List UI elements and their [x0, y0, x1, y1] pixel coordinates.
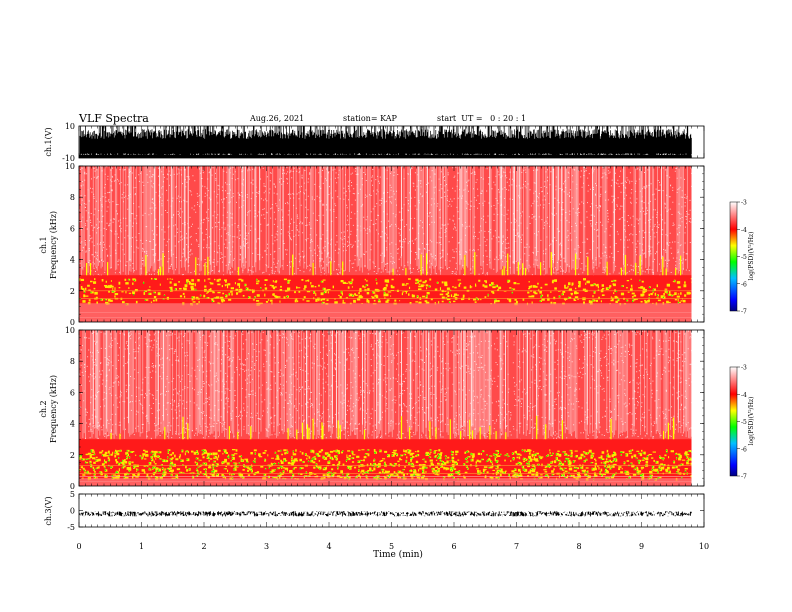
ch3-waveform-panel [79, 511, 692, 517]
chart-title: VLF Spectra [79, 112, 149, 125]
y-tick-label: 5 [70, 490, 75, 499]
colorbar-tick-label: -7 [741, 474, 747, 481]
y-tick-label: 6 [70, 388, 75, 397]
colorbar-tick-label: -4 [741, 392, 747, 399]
y-tick-label: 0 [70, 507, 75, 516]
x-tick-label: 3 [264, 542, 269, 551]
y-tick-label: 2 [70, 451, 75, 460]
date-label: Aug.26, 2021 [250, 114, 305, 123]
spectrogram-yellow-patches [79, 449, 695, 481]
spectrogram-low-strip [79, 303, 692, 322]
y-tick-label: 0 [70, 482, 75, 491]
x-tick-label: 7 [514, 542, 519, 551]
spectrogram-speckle [79, 330, 693, 441]
colorbar-tick-label: -3 [741, 200, 747, 207]
x-tick-label: 10 [699, 542, 709, 551]
colorbar-tick-label: -6 [741, 446, 747, 453]
spectrogram-low-strip [79, 478, 692, 486]
ch1-spec-ylabel-2: Frequency (kHz) [49, 211, 58, 279]
ch1-spec-ylabel-1: ch.1 [39, 236, 48, 253]
ch2-spectrogram-panel [78, 330, 704, 486]
y-tick-label: 2 [70, 287, 75, 296]
ch2-colorbar-label: log(PSD)(V²/Hz) [748, 397, 755, 446]
spectrogram-bursts [86, 252, 682, 276]
colorbar-tick-label: -3 [741, 365, 747, 372]
ch1-spectrogram-panel [79, 166, 704, 322]
ch3-waveform-trace [79, 511, 692, 517]
station-label: station= KAP [343, 114, 397, 123]
spectrogram-speckle [79, 166, 693, 277]
y-tick-label: 8 [70, 357, 75, 366]
colorbar-tick-label: -6 [741, 281, 747, 288]
x-tick-label: 6 [451, 542, 456, 551]
y-tick-label: 8 [70, 193, 75, 202]
spectrogram-bursts [110, 415, 675, 440]
ch1-waveform-panel [79, 126, 692, 158]
spectrogram-blank-tail [691, 330, 704, 486]
y-tick-label: 4 [70, 420, 75, 429]
y-tick-label: 6 [70, 224, 75, 233]
colorbar-ticks: -3 -4 -5 -6 -7 -3 -4 -5 -6 -7 [737, 200, 747, 481]
spectrogram-white-streaks [87, 166, 669, 265]
colorbar-tick-label: -5 [741, 419, 747, 426]
x-tick-label: 9 [639, 542, 644, 551]
y-tick-label: -5 [67, 523, 75, 532]
y-tick-label: 10 [65, 162, 75, 171]
x-tick-label: 4 [326, 542, 331, 551]
ch2-spec-ylabel-2: Frequency (kHz) [49, 375, 58, 443]
x-tick-label: 0 [76, 542, 81, 551]
x-tick-label: 8 [576, 542, 581, 551]
ch1-ylabel: ch.1(V) [44, 127, 53, 156]
y-tick-label: -10 [62, 154, 75, 163]
ch1-waveform-trace [79, 126, 692, 158]
x-tick-label: 1 [139, 542, 144, 551]
x-tick-label: 2 [201, 542, 206, 551]
ch2-spec-ylabel-1: ch.2 [39, 400, 48, 417]
spectrogram-blank-tail [691, 166, 704, 322]
colorbar-tick-label: -5 [741, 254, 747, 261]
x-tick-label: 5 [389, 542, 394, 551]
start-time-label: start UT = 0 : 20 : 1 [437, 114, 527, 123]
colorbar-tick-label: -4 [741, 227, 747, 234]
y-tick-label: 0 [70, 318, 75, 327]
y-tick-label: 4 [70, 256, 75, 265]
ch1-colorbar-label: log(PSD)(V²/Hz) [748, 232, 755, 281]
y-tick-label: 10 [65, 326, 75, 335]
spectrogram-green-patches [79, 449, 693, 480]
ch3-ylabel: ch.3(V) [44, 496, 53, 525]
colorbar-tick-label: -7 [741, 309, 747, 316]
y-tick-label: 10 [65, 122, 75, 131]
x-axis-label: Time (min) [373, 549, 423, 560]
spectrogram-yellow-patches [79, 278, 695, 306]
